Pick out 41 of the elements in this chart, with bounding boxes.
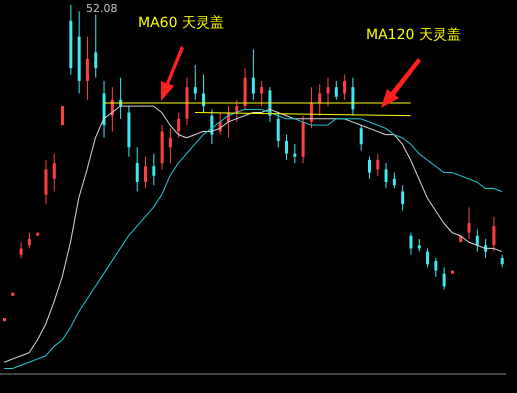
candlestick <box>326 77 330 107</box>
candlestick <box>384 162 388 189</box>
annotation: MA60 天灵盖 <box>138 14 224 32</box>
candlestick <box>434 257 438 278</box>
candlestick <box>334 80 338 100</box>
candlestick <box>476 228 479 252</box>
candlestick <box>61 106 64 126</box>
candlestick <box>360 124 363 151</box>
candlestick <box>260 80 264 107</box>
candlestick <box>426 248 430 268</box>
candlestick <box>409 232 412 256</box>
candlestick <box>177 112 180 138</box>
candlestick <box>392 172 396 189</box>
candlestick <box>86 36 89 100</box>
candlestick <box>152 153 156 186</box>
candlestick <box>202 74 206 113</box>
candlestick <box>136 146 139 192</box>
candlestick <box>293 144 296 164</box>
candlestick <box>20 242 23 258</box>
candlestick <box>144 156 148 189</box>
candlestick <box>376 153 380 176</box>
annotation: MA120 天灵盖 <box>366 26 461 44</box>
candlestick <box>285 134 288 160</box>
candlestick <box>52 153 56 192</box>
candlestick <box>168 128 172 164</box>
candlestick <box>418 238 421 252</box>
candlestick <box>276 112 280 148</box>
candlestick <box>351 77 354 116</box>
candlestick <box>28 232 31 249</box>
candlestick <box>442 266 446 290</box>
candlestick <box>194 64 197 100</box>
candlestick <box>343 74 346 100</box>
candlestick <box>492 216 496 252</box>
candlestick <box>368 156 371 180</box>
candlestick <box>468 206 471 240</box>
candlestick <box>401 184 404 211</box>
candlestick <box>318 84 322 116</box>
candlestick <box>252 48 255 100</box>
candlestick <box>500 254 504 268</box>
candlestick <box>94 14 98 78</box>
annotation: 52.08 <box>86 2 118 15</box>
